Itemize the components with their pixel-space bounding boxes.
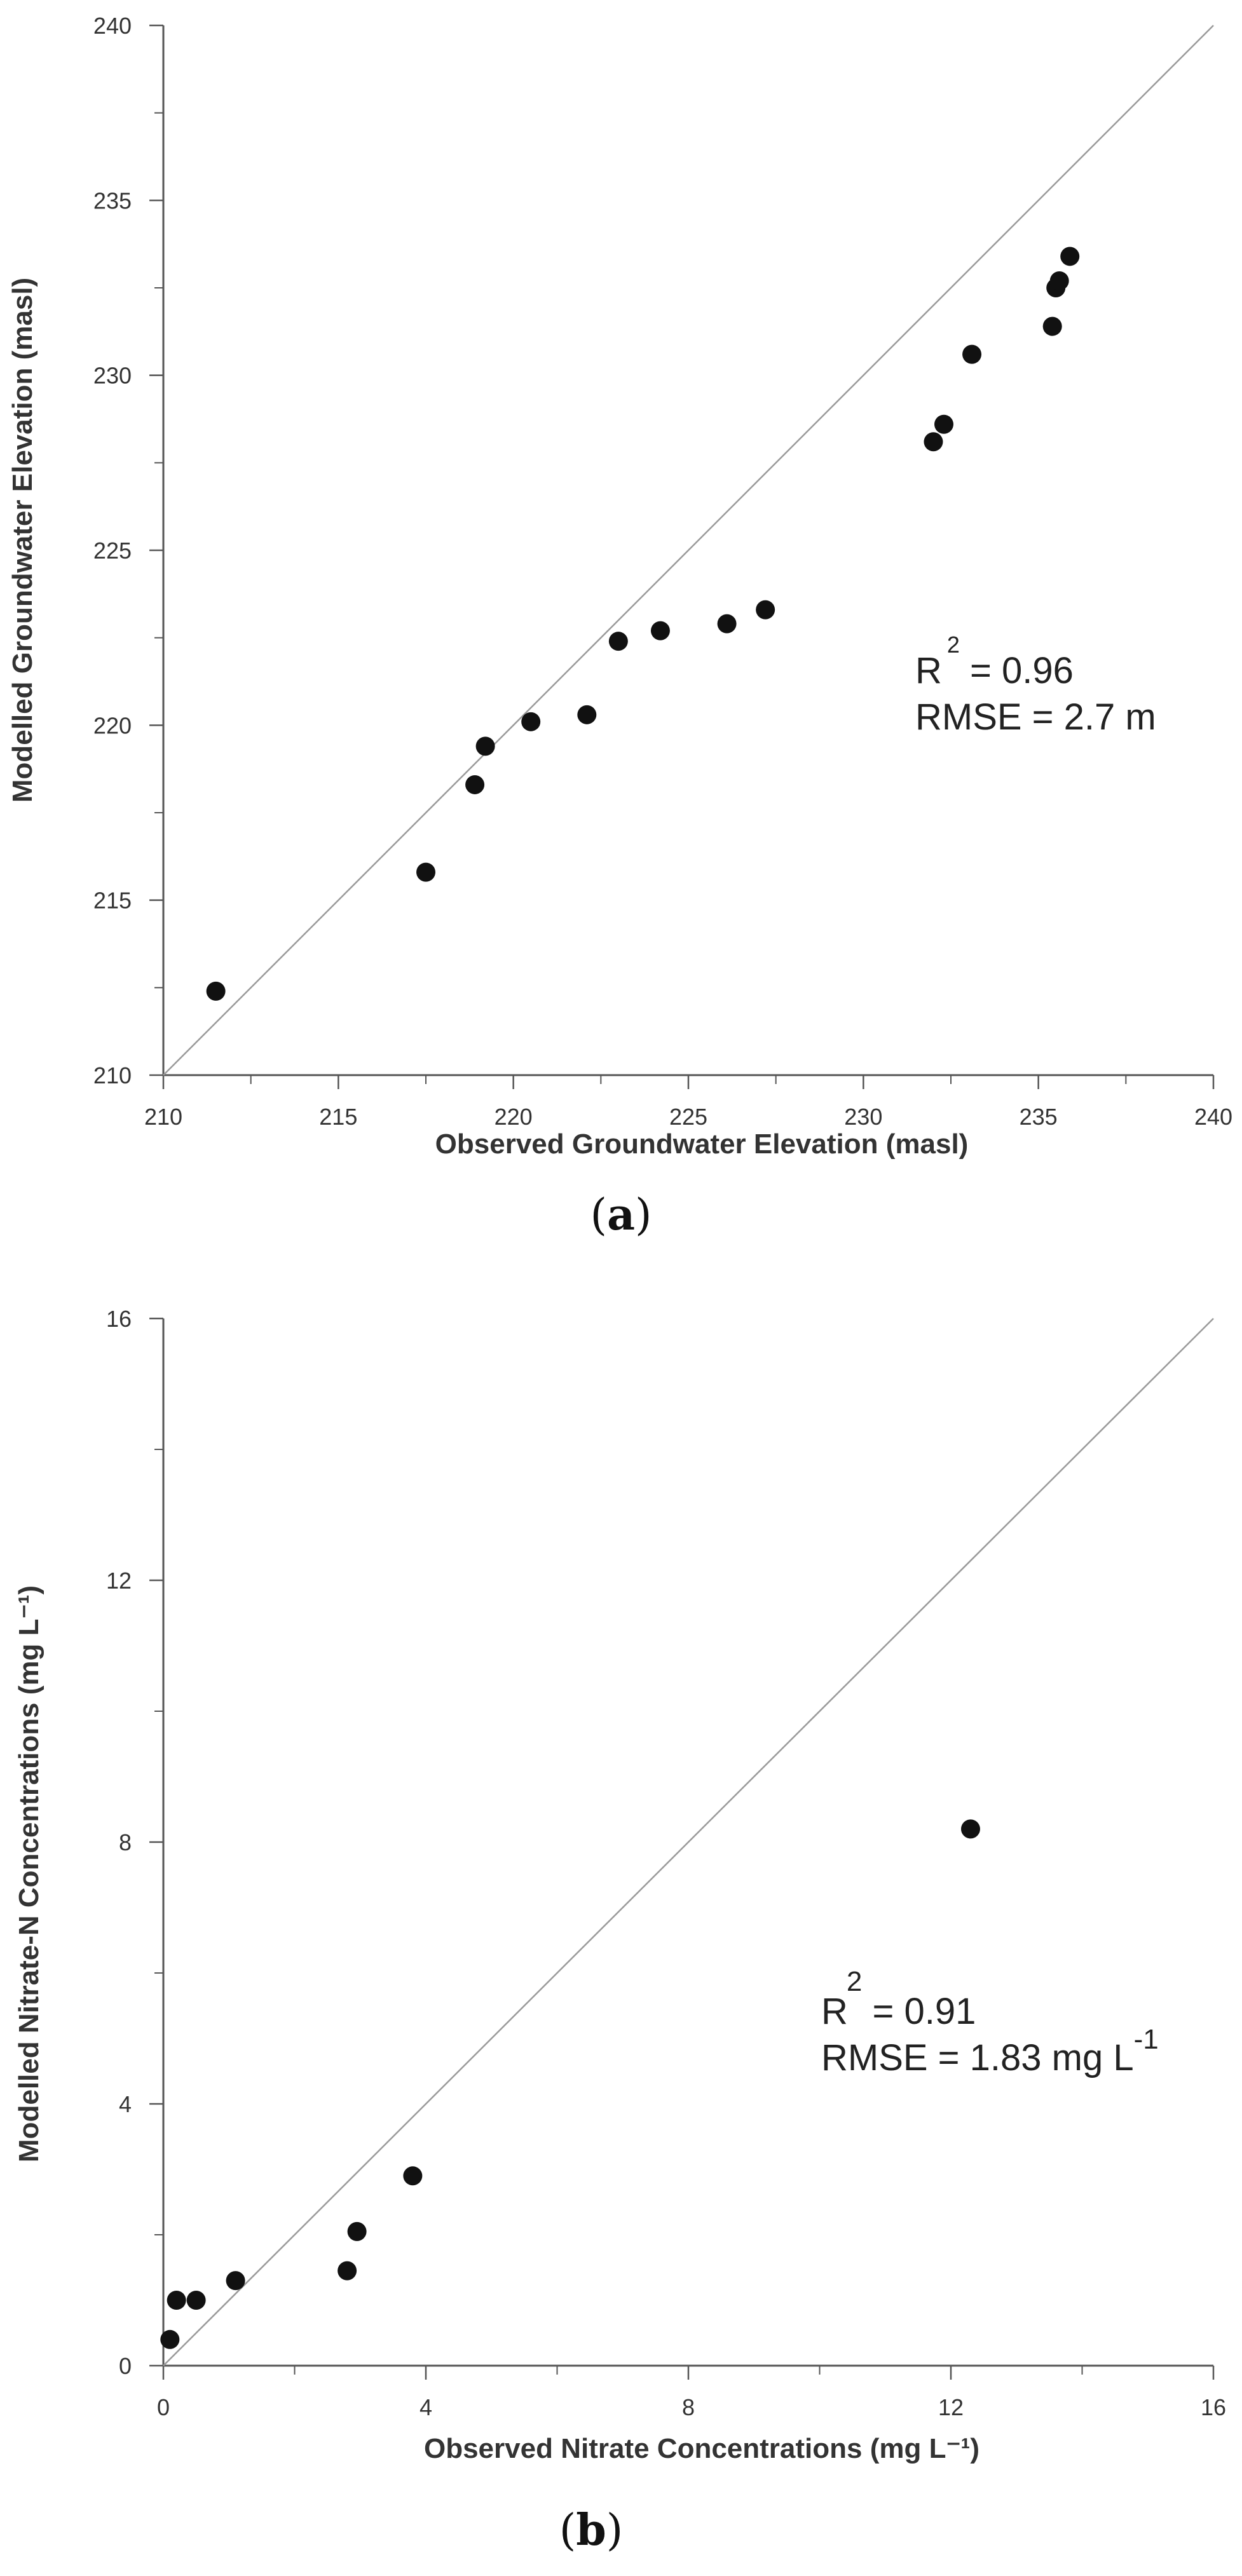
a-data-point	[717, 614, 737, 634]
panel-b-caption: (b)	[559, 2505, 624, 2556]
panel-b-annotation: R2 = 0.91 RMSE = 1.83 mg L-1	[821, 1966, 1159, 2078]
panel-b-rmse-label: RMSE = 1.83 mg L-1	[821, 2024, 1159, 2078]
panel-b-r2-label: R2 = 0.91	[821, 1966, 976, 2032]
b-data-point	[167, 2291, 186, 2310]
panel-a-caption: (a)	[590, 1190, 652, 1240]
panel-a-axes	[149, 24, 1215, 1089]
panel-a-one-to-one-line	[163, 25, 1214, 1076]
a-data-point	[608, 632, 628, 651]
a-x-tick-label: 220	[495, 1104, 533, 1130]
a-x-tick-label: 225	[669, 1104, 707, 1130]
a-x-tick-label: 215	[319, 1104, 357, 1130]
a-data-point	[1042, 316, 1062, 336]
b-data-point	[186, 2291, 206, 2310]
a-x-tick-label: 210	[144, 1104, 182, 1130]
a-y-tick-label: 235	[93, 187, 132, 214]
a-data-point	[577, 705, 597, 724]
panel-b-x-axis-title: Observed Nitrate Concentrations (mg L⁻¹)	[424, 2433, 979, 2464]
panel-b-tick-labels: 0 4 8 12 16 0 4 8 12 16	[106, 1306, 1226, 2420]
panel-a-points	[206, 247, 1080, 1001]
a-y-tick-label: 230	[93, 363, 132, 389]
a-x-tick-label: 230	[844, 1104, 882, 1130]
a-data-point	[924, 432, 943, 452]
b-x-tick-label: 12	[938, 2394, 964, 2420]
panel-b-one-to-one-line	[163, 1318, 1214, 2366]
panel-b-axes	[149, 1317, 1215, 2380]
a-data-point	[475, 736, 495, 756]
a-data-point	[756, 600, 775, 620]
b-y-tick-label: 16	[106, 1306, 132, 1332]
b-data-point	[160, 2329, 180, 2349]
b-data-point	[347, 2221, 367, 2241]
b-data-point	[960, 1819, 980, 1839]
a-x-tick-label: 235	[1020, 1104, 1058, 1130]
a-y-tick-label: 225	[93, 538, 132, 564]
panel-a-rmse-label: RMSE = 2.7 m	[915, 696, 1156, 738]
b-x-tick-label: 0	[157, 2394, 170, 2420]
a-data-point	[416, 862, 435, 882]
panel-a-x-axis-title: Observed Groundwater Elevation (masl)	[435, 1129, 969, 1160]
a-y-tick-label: 220	[93, 712, 132, 738]
a-data-point	[1049, 271, 1069, 290]
b-y-tick-label: 4	[119, 2091, 132, 2117]
b-x-tick-label: 8	[682, 2394, 695, 2420]
a-y-tick-label: 210	[93, 1062, 132, 1088]
b-data-point	[403, 2166, 423, 2186]
b-y-tick-label: 8	[119, 1829, 132, 1855]
b-data-point	[226, 2271, 245, 2291]
panel-b-y-axis-title: Modelled Nitrate-N Concentrations (mg L⁻…	[13, 1585, 44, 2162]
panel-b-points	[160, 1819, 980, 2349]
panel-a: 210 215 220 225 230 235 240 210 215 220 225 230 235 2…	[7, 13, 1232, 1240]
panel-a-tick-labels: 210 215 220 225 230 235 240 210 215 220 225 230 235 2…	[93, 13, 1232, 1130]
panel-b: 0 4 8 12 16 0 4 8 12 16 Observed Nitrate Concentr…	[13, 1306, 1226, 2556]
a-data-point	[206, 981, 226, 1001]
b-y-tick-label: 0	[119, 2353, 132, 2379]
b-data-point	[338, 2261, 357, 2281]
a-data-point	[1060, 247, 1080, 266]
panel-a-y-axis-title: Modelled Groundwater Elevation (masl)	[7, 278, 38, 803]
a-data-point	[962, 344, 982, 364]
a-y-tick-label: 215	[93, 888, 132, 914]
a-data-point	[465, 775, 485, 794]
b-x-tick-label: 16	[1201, 2394, 1226, 2420]
panel-a-annotation: R2 = 0.96 RMSE = 2.7 m	[915, 632, 1156, 738]
a-y-tick-label: 240	[93, 13, 132, 39]
a-data-point	[521, 712, 541, 731]
panel-a-r2-label: R2 = 0.96	[915, 632, 1074, 691]
a-data-point	[650, 621, 670, 641]
a-x-tick-label: 240	[1194, 1104, 1232, 1130]
b-y-tick-label: 12	[106, 1568, 132, 1594]
b-x-tick-label: 4	[420, 2394, 432, 2420]
a-data-point	[934, 414, 953, 434]
